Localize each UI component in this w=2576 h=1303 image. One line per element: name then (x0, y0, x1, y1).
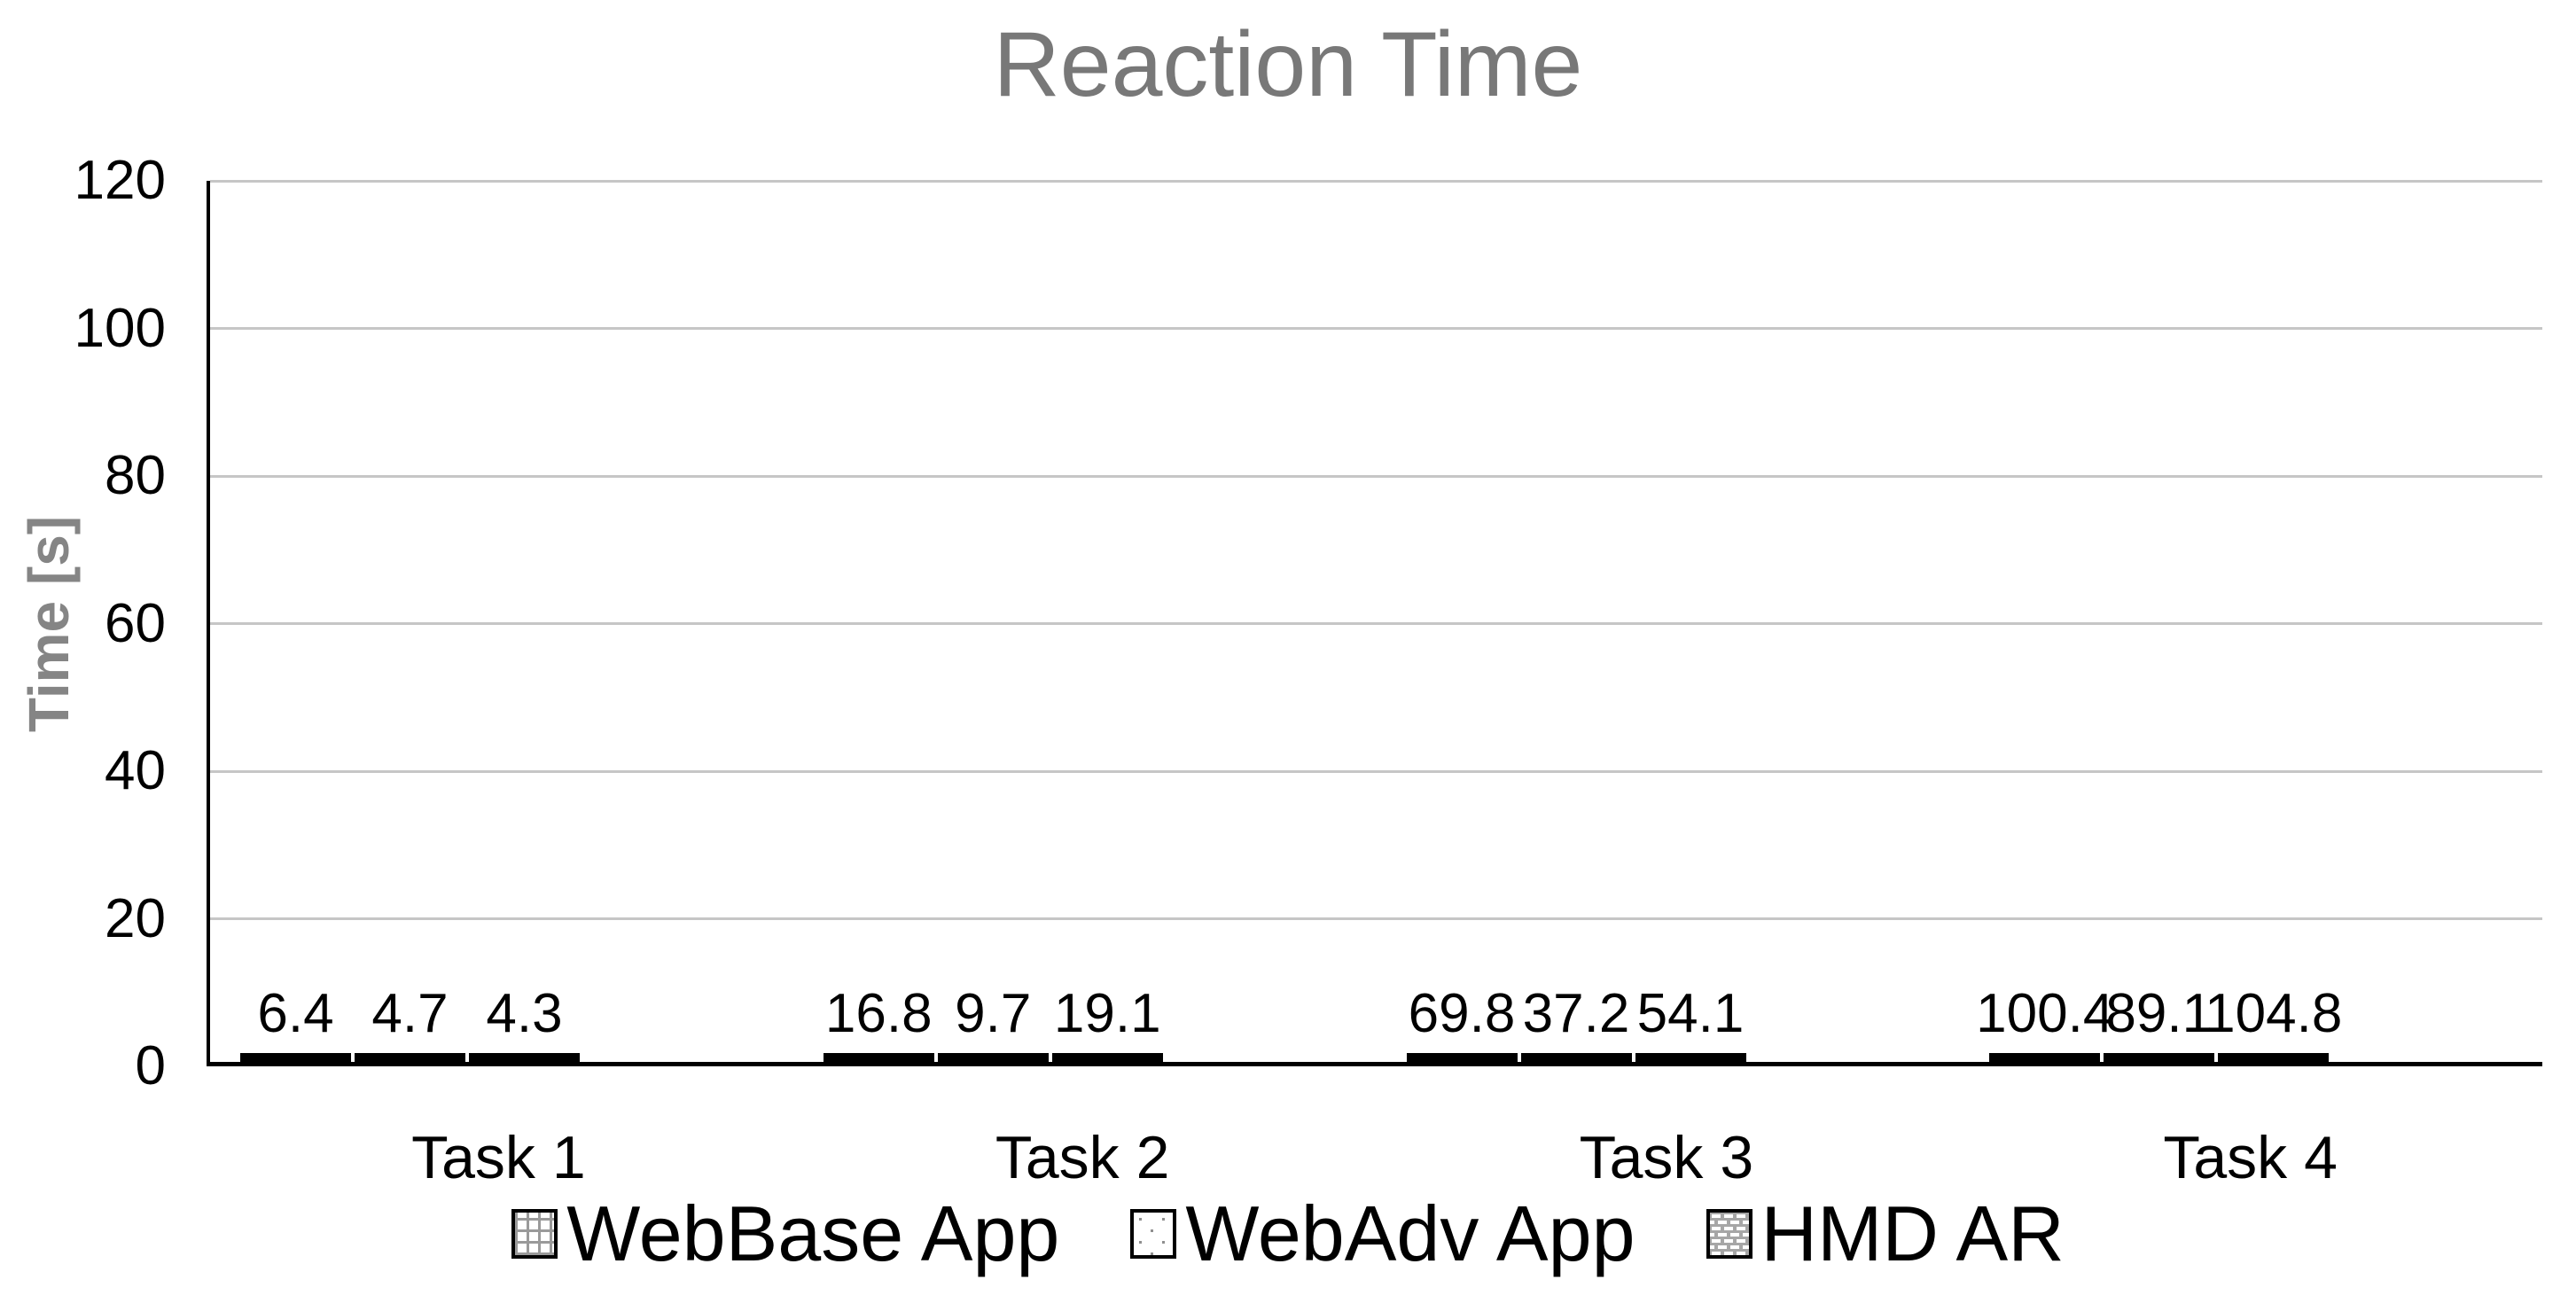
bar-value-label-hmd-ar-task-2: 19.1 (1053, 983, 1161, 1044)
bar-value-label-webadv-app-task-2: 9.7 (955, 983, 1032, 1044)
bar-webadv-app-task-1: 4.7 (355, 987, 465, 1062)
category-band-task-2: 16.8 9.7 19.1 (793, 181, 1377, 1062)
bar-webbase-app-task-2: 16.8 (823, 987, 934, 1062)
bar-webbase-app-task-1: 6.4 (240, 987, 351, 1062)
legend-item-webadv-app: WebAdv App (1130, 1195, 1635, 1273)
bar-webadv-app-task-2: 9.7 (937, 987, 1049, 1062)
y-tick-label-80: 80 (105, 445, 166, 506)
y-tick-label-40: 40 (105, 740, 166, 801)
bar-webbase-app-task-4: 100.4 (1976, 987, 2113, 1062)
bar-cluster-task-4: 100.4 89.1 104.8 (1976, 987, 2342, 1062)
x-tick-label-task-1: Task 1 (411, 1124, 586, 1191)
gridline-y-80 (210, 474, 2542, 478)
gridline-y-120 (210, 179, 2542, 183)
legend-item-hmd-ar: HMD AR (1706, 1195, 2065, 1273)
y-tick-label-60: 60 (105, 592, 166, 654)
bar-value-label-hmd-ar-task-3: 54.1 (1636, 983, 1745, 1044)
bar-webadv-app-task-4: 89.1 (2104, 987, 2215, 1062)
gridline-y-40 (210, 769, 2542, 773)
legend-swatch-webadv-app (1130, 1209, 1177, 1259)
legend-item-webbase-app: WebBase App (511, 1195, 1059, 1273)
bar-cluster-task-1: 6.4 4.7 4.3 (240, 987, 580, 1062)
bar-hmd-ar-task-3: 54.1 (1635, 987, 1746, 1062)
chart-title: Reaction Time (993, 13, 1583, 116)
bar-webadv-app-task-3: 37.2 (1520, 987, 1632, 1062)
plot-area: 6.4 4.7 4.3 16.8 9.7 19.1 69.8 37.2 54.1 100.4 89.… (207, 179, 2542, 1066)
gridline-y-20 (210, 917, 2542, 920)
bar-cluster-task-2: 16.8 9.7 19.1 (823, 987, 1163, 1062)
x-tick-label-task-2: Task 2 (995, 1124, 1170, 1191)
legend-swatch-webbase-app (511, 1209, 558, 1259)
bar-value-label-webadv-app-task-4: 89.1 (2105, 983, 2213, 1044)
legend-label-webadv-app: WebAdv App (1185, 1190, 1635, 1277)
bar-hmd-ar-task-2: 19.1 (1051, 987, 1163, 1062)
bar-value-label-webadv-app-task-1: 4.7 (371, 983, 449, 1044)
x-axis-category-labels: Task 1 Task 2 Task 3 Task 4 (207, 1127, 2542, 1188)
y-tick-label-0: 0 (135, 1035, 166, 1096)
legend-label-webbase-app: WebBase App (566, 1190, 1060, 1277)
gridline-y-100 (210, 327, 2542, 330)
bar-value-label-hmd-ar-task-1: 4.3 (486, 983, 563, 1044)
y-tick-label-100: 100 (74, 297, 166, 359)
bar-hmd-ar-task-1: 4.3 (469, 987, 580, 1062)
y-axis-tick-labels: 0 20 40 60 80 100 120 (0, 0, 173, 1303)
category-band-task-3: 69.8 37.2 54.1 (1377, 181, 1960, 1062)
bar-value-label-webbase-app-task-3: 69.8 (1408, 983, 1516, 1044)
bar-hmd-ar-task-4: 104.8 (2205, 987, 2342, 1062)
y-tick-label-20: 20 (105, 887, 166, 949)
legend-label-hmd-ar: HMD AR (1760, 1190, 2065, 1277)
x-tick-label-task-4: Task 4 (2163, 1124, 2338, 1191)
x-tick-label-task-3: Task 3 (1579, 1124, 1754, 1191)
y-tick-label-120: 120 (74, 150, 166, 211)
legend-swatch-hmd-ar (1706, 1209, 1752, 1259)
gridline-y-60 (210, 622, 2542, 625)
bar-value-label-webbase-app-task-4: 100.4 (1976, 983, 2114, 1044)
bar-value-label-webadv-app-task-3: 37.2 (1522, 983, 1630, 1044)
bar-cluster-task-3: 69.8 37.2 54.1 (1406, 987, 1746, 1062)
legend: WebBase App WebAdv App HMD AR (0, 1195, 2576, 1273)
category-band-task-4: 100.4 89.1 104.8 (1959, 181, 2542, 1062)
bar-value-label-hmd-ar-task-4: 104.8 (2205, 983, 2343, 1044)
category-band-task-1: 6.4 4.7 4.3 (210, 181, 793, 1062)
bar-value-label-webbase-app-task-1: 6.4 (257, 983, 334, 1044)
bar-webbase-app-task-3: 69.8 (1406, 987, 1518, 1062)
bar-value-label-webbase-app-task-2: 16.8 (824, 983, 933, 1044)
